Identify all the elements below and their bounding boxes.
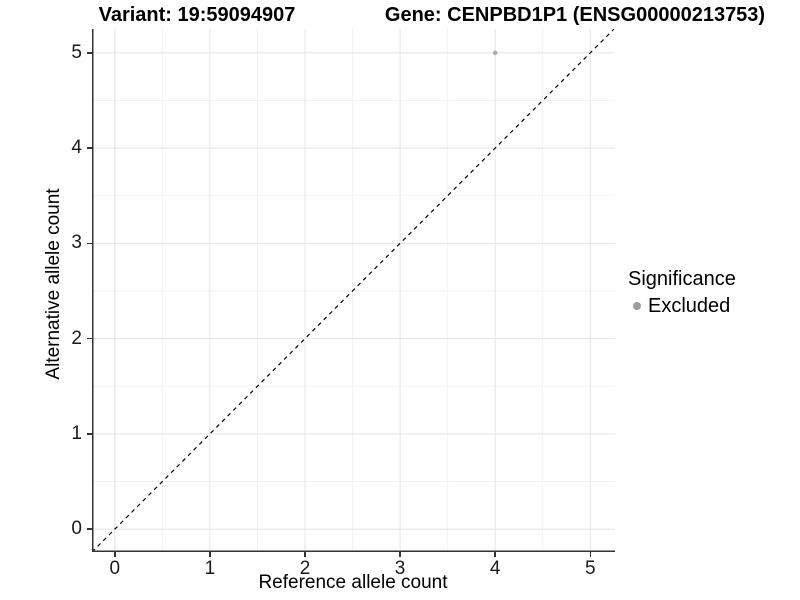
y-tick-label: 2 — [71, 327, 82, 349]
legend-title: Significance — [628, 268, 736, 290]
plot-panel — [92, 29, 615, 552]
y-tick-mark — [87, 242, 92, 245]
y-tick-label: 0 — [71, 518, 82, 540]
legend-item-label: Excluded — [648, 295, 731, 317]
legend-item-excluded: Excluded — [628, 294, 736, 318]
data-point — [492, 50, 498, 56]
x-tick-label: 0 — [109, 558, 121, 579]
x-tick-mark — [399, 552, 401, 557]
x-tick-mark — [304, 552, 306, 557]
y-tick-mark — [87, 433, 92, 435]
legend-point-icon — [633, 302, 641, 310]
x-tick-mark — [494, 552, 496, 557]
x-tick-label: 2 — [299, 558, 311, 579]
x-tick-label: 1 — [204, 558, 216, 579]
variant-title: Variant: 19:59094907 — [98, 4, 296, 26]
legend: Significance Excluded — [628, 267, 736, 318]
y-axis-title: Alternative allele count — [43, 188, 64, 380]
y-tick-mark — [87, 337, 92, 340]
y-tick-label: 5 — [71, 41, 82, 63]
y-tick-mark — [87, 528, 92, 530]
x-tick-mark — [209, 552, 211, 557]
x-tick-mark — [589, 552, 592, 557]
y-tick-label: 3 — [71, 232, 82, 254]
y-tick-label: 1 — [71, 422, 82, 444]
gene-title: Gene: CENPBD1P1 (ENSG00000213753) — [384, 4, 766, 26]
x-tick-label: 3 — [394, 558, 406, 579]
x-axis-title: Reference allele count — [258, 572, 448, 593]
x-tick-mark — [114, 552, 116, 557]
y-tick-label: 4 — [71, 137, 82, 159]
identity-line — [92, 29, 615, 552]
x-tick-label: 4 — [489, 558, 501, 579]
x-tick-label: 5 — [584, 558, 596, 579]
y-tick-mark — [87, 52, 92, 54]
plot-area-svg — [92, 29, 615, 552]
y-tick-mark — [87, 147, 92, 149]
